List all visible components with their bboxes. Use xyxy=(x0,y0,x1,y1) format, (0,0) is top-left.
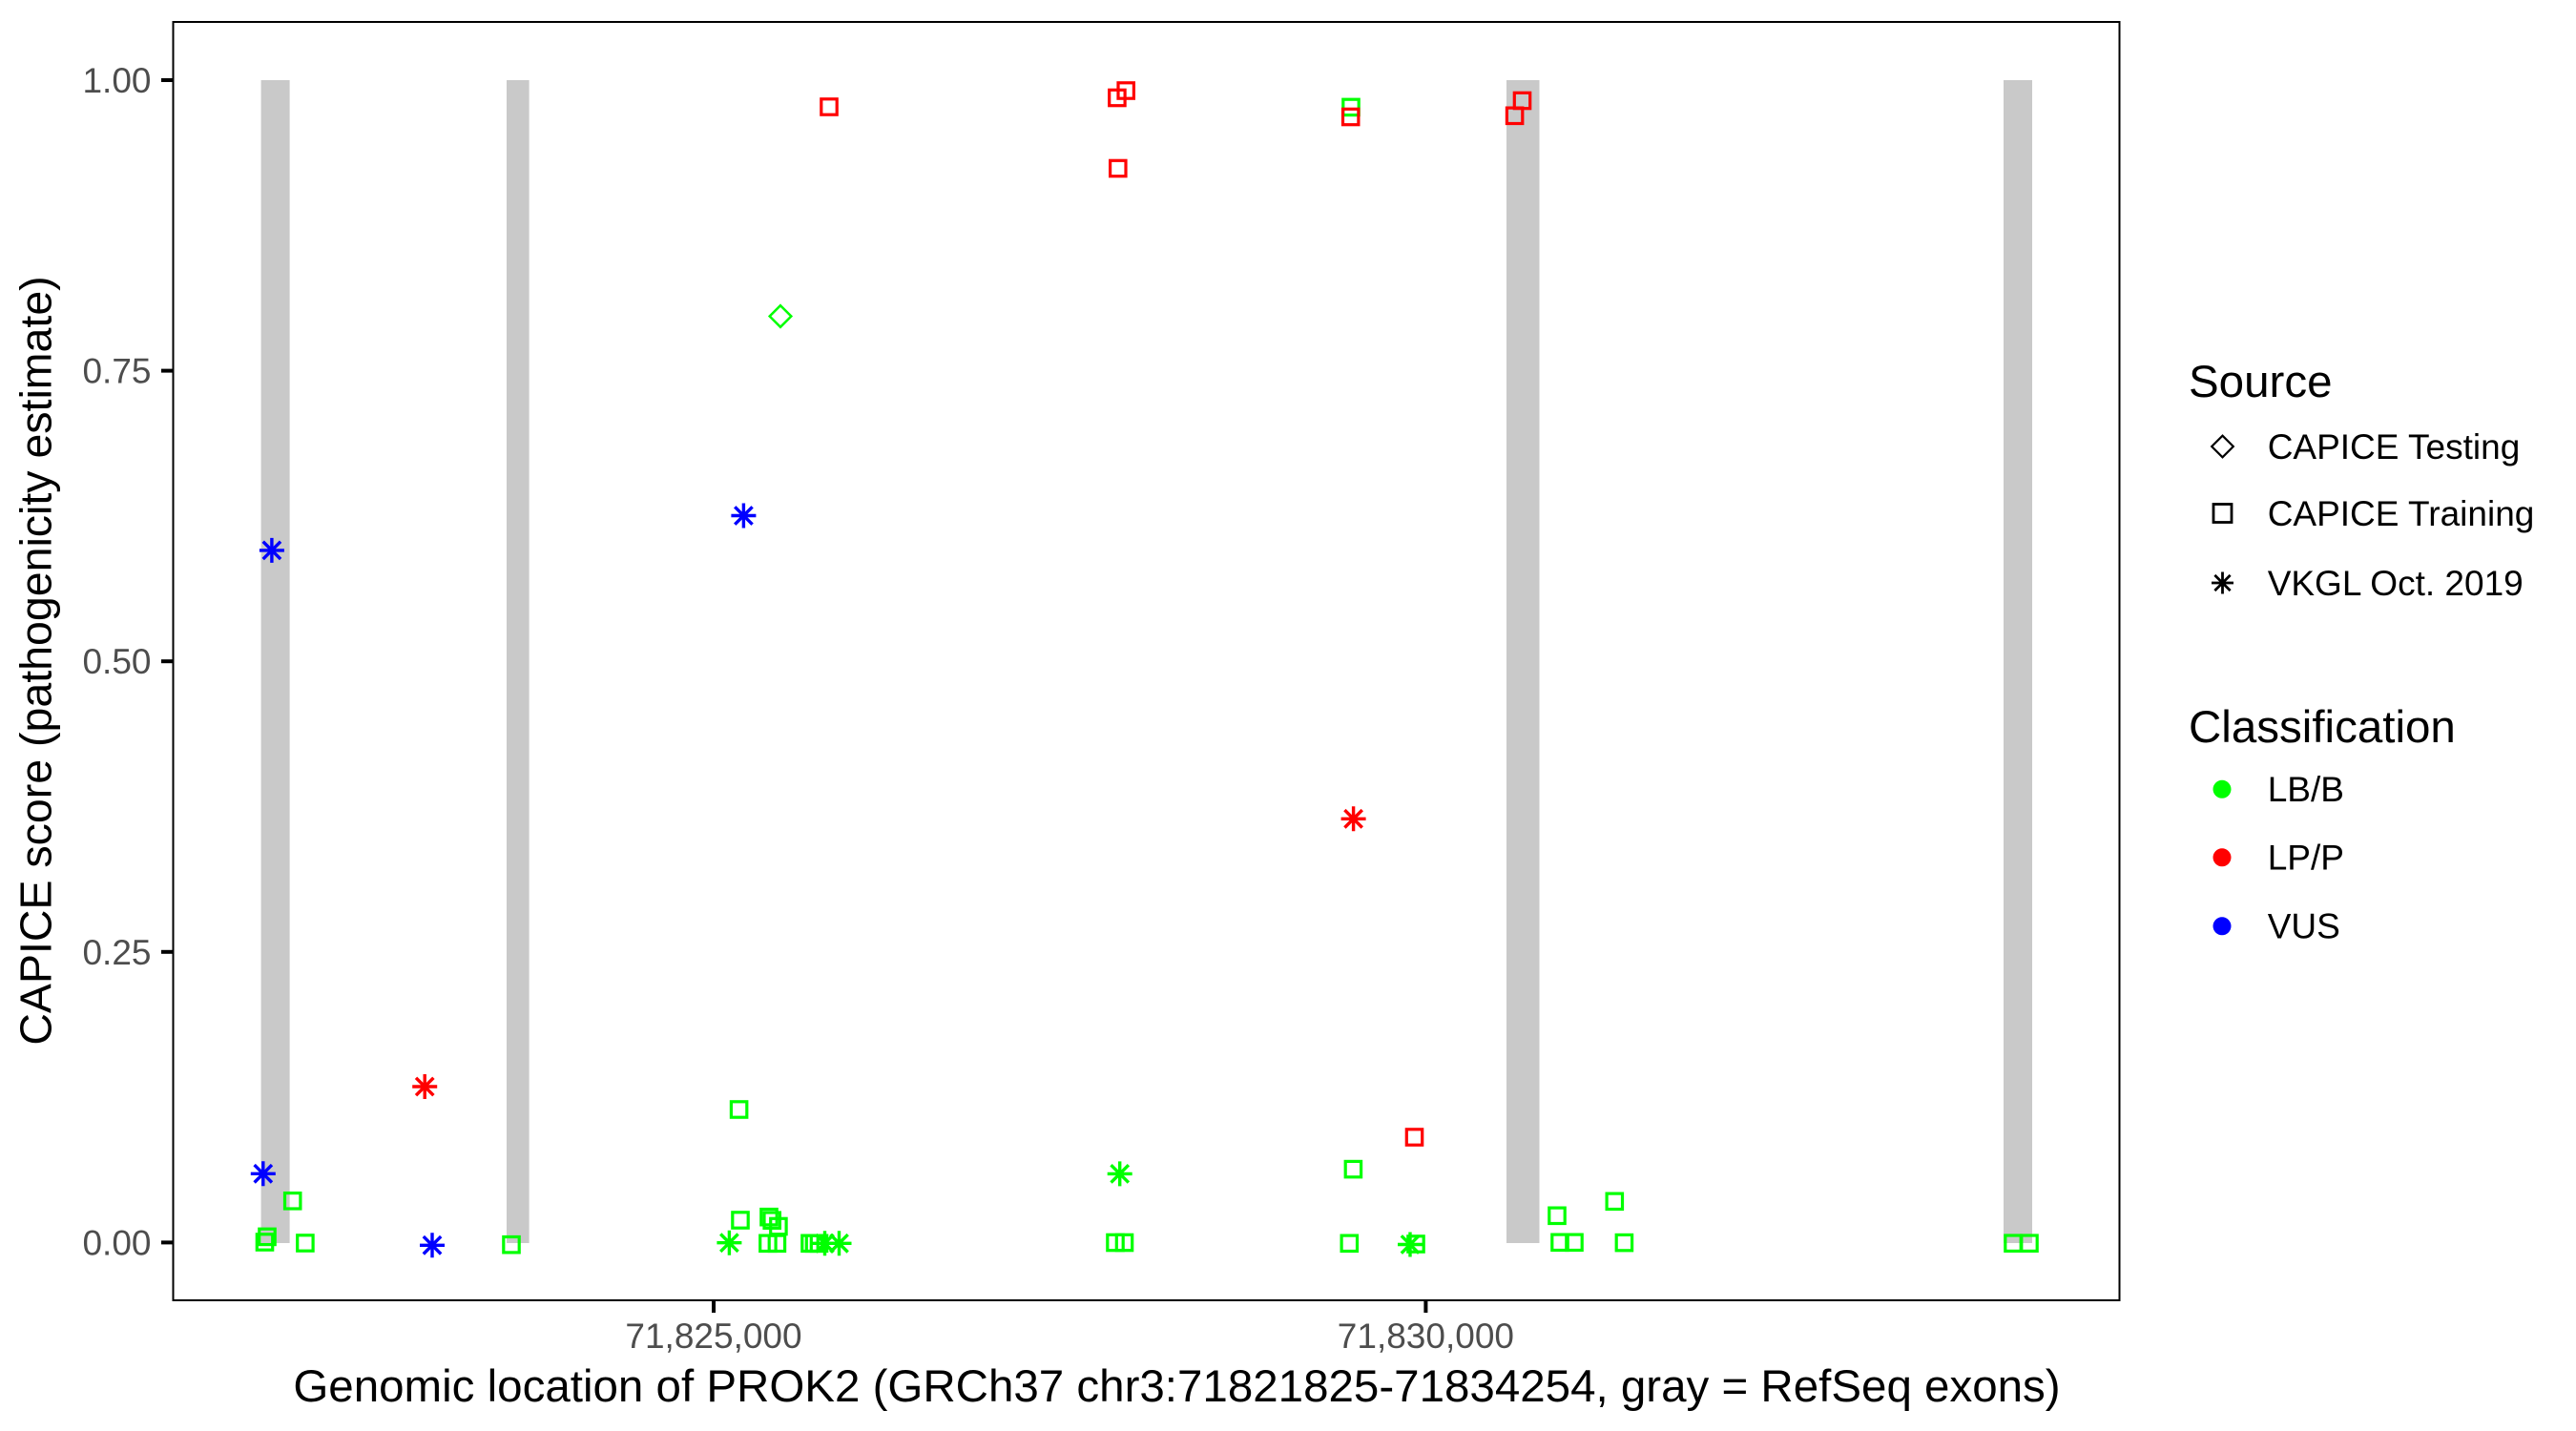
svg-text:Classification: Classification xyxy=(2189,702,2456,753)
svg-text:Source: Source xyxy=(2189,357,2333,407)
svg-text:0.00: 0.00 xyxy=(82,1223,151,1262)
svg-text:0.50: 0.50 xyxy=(82,642,151,681)
svg-text:VUS: VUS xyxy=(2268,907,2340,946)
svg-text:CAPICE Training: CAPICE Training xyxy=(2268,494,2535,533)
svg-text:CAPICE Testing: CAPICE Testing xyxy=(2268,427,2521,467)
svg-text:LB/B: LB/B xyxy=(2268,770,2344,809)
svg-text:1.00: 1.00 xyxy=(82,61,151,100)
svg-text:0.75: 0.75 xyxy=(82,352,151,391)
svg-text:VKGL Oct. 2019: VKGL Oct. 2019 xyxy=(2268,564,2524,603)
svg-text:71,830,000: 71,830,000 xyxy=(1338,1317,1514,1356)
svg-text:CAPICE score (pathogenicity es: CAPICE score (pathogenicity estimate) xyxy=(11,276,61,1045)
svg-text:LP/P: LP/P xyxy=(2268,839,2344,878)
svg-text:Genomic location of PROK2 (GRC: Genomic location of PROK2 (GRCh37 chr3:7… xyxy=(293,1361,2060,1412)
svg-text:71,825,000: 71,825,000 xyxy=(625,1317,801,1356)
svg-text:0.25: 0.25 xyxy=(82,933,151,972)
